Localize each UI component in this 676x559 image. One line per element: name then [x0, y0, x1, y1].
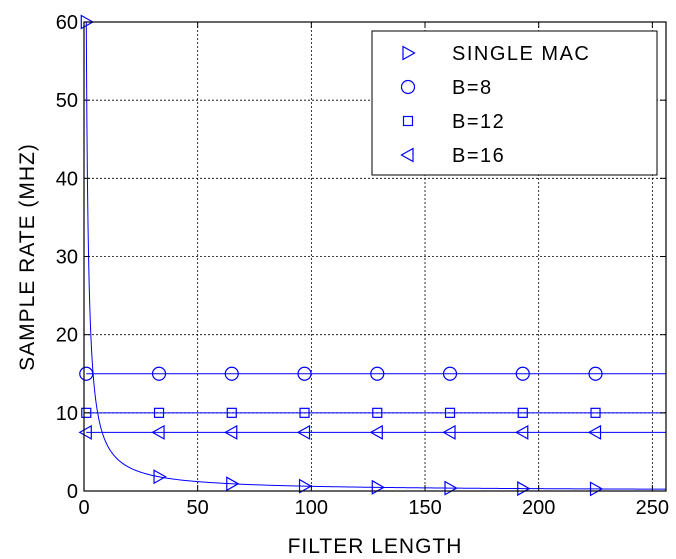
y-tick-label: 30 [56, 247, 78, 269]
data-point [444, 407, 456, 418]
legend-label: B=16 [452, 145, 505, 167]
x-tick-label: 250 [636, 497, 669, 519]
legend-entry: B=16 [400, 145, 505, 167]
data-point [515, 366, 530, 381]
data-point [588, 366, 603, 381]
x-tick-label: 200 [522, 497, 555, 519]
data-point [590, 407, 601, 418]
data-point [299, 407, 310, 418]
tick-layer: 0 50 100 150 200 250 0 10 20 30 40 50 60 [56, 12, 669, 519]
legend-marker [402, 115, 414, 127]
legend-entry: SINGLE MAC [402, 43, 590, 65]
data-point [370, 366, 385, 381]
x-tick-label: 50 [187, 497, 209, 519]
data-point [79, 366, 94, 381]
legend-marker [402, 45, 416, 61]
data-point [153, 407, 165, 418]
data-point [517, 481, 531, 497]
data-point [81, 407, 92, 418]
data-point [224, 366, 239, 381]
data-point [296, 424, 311, 440]
data-point [587, 424, 602, 440]
data-point [515, 424, 529, 440]
data-point [298, 478, 313, 494]
data-point [151, 424, 165, 440]
data-point [153, 469, 167, 485]
data-point [589, 481, 604, 497]
x-tick-label: 100 [295, 497, 328, 519]
series-layer [78, 14, 667, 497]
data-point [442, 366, 458, 381]
y-tick-label: 20 [56, 325, 78, 347]
x-axis-label: FILTER LENGTH [288, 535, 463, 558]
legend-label: B=12 [452, 111, 505, 133]
data-point [517, 407, 528, 418]
data-point [442, 424, 456, 440]
x-tick-label: 150 [408, 497, 441, 519]
data-point [297, 366, 312, 381]
legend-marker [400, 79, 416, 95]
data-point [151, 366, 167, 381]
x-tick-label: 0 [78, 497, 89, 519]
data-point [226, 476, 240, 492]
data-point [224, 424, 238, 440]
y-tick-label: 0 [67, 481, 78, 503]
legend-entry: B=12 [402, 111, 505, 133]
legend-box [371, 30, 658, 176]
legend-marker [400, 147, 414, 163]
data-point [80, 14, 94, 30]
data-point [78, 424, 92, 440]
series-2 [79, 366, 666, 381]
y-axis-label: SAMPLE RATE (MHZ) [16, 143, 39, 371]
legend: SINGLE MAC B=8 B=12 B=16 [371, 30, 658, 176]
data-point [226, 407, 237, 418]
legend-label: SINGLE MAC [452, 43, 590, 65]
series-3 [81, 407, 666, 418]
y-tick-label: 50 [56, 90, 78, 112]
y-tick-label: 10 [56, 403, 78, 425]
data-point [372, 407, 383, 418]
legend-label: B=8 [452, 77, 493, 99]
data-point [369, 424, 383, 440]
y-tick-label: 40 [56, 168, 78, 190]
y-tick-label: 60 [56, 12, 78, 34]
legend-entry: B=8 [400, 77, 493, 99]
series-4 [78, 424, 666, 440]
